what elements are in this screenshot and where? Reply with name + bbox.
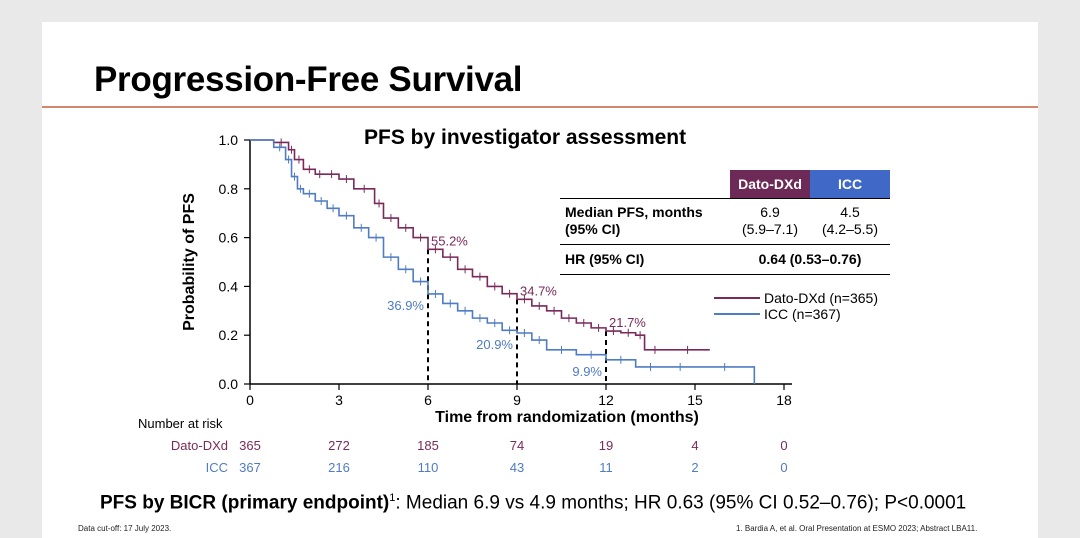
chart-title: PFS by investigator assessment [364, 126, 687, 149]
risk-value: 365 [239, 438, 261, 453]
y-tick-label: 0.2 [219, 327, 239, 343]
y-tick-label: 0.8 [219, 181, 239, 197]
slide: Progression-Free Survival PFS by investi… [42, 22, 1038, 538]
x-tick-label: 15 [687, 392, 703, 408]
risk-value: 11 [599, 460, 613, 475]
x-tick-label: 9 [513, 392, 521, 408]
km-curve-icc [250, 139, 756, 384]
y-tick-label: 1.0 [219, 132, 239, 148]
legend-label-dato: Dato-DXd (n=365) [764, 290, 879, 306]
reference-note: 1. Bardia A, et al. Oral Presentation at… [736, 524, 978, 533]
table-header-dato: Dato-DXd [730, 170, 810, 198]
risk-row-label-icc: ICC [205, 460, 228, 475]
risk-row-label-dato: Dato-DXd [170, 438, 228, 453]
risk-table-header: Number at risk [138, 416, 223, 431]
median-pfs-label: Median PFS, months (95% CI) [560, 197, 730, 245]
median-pfs-dato: 6.9 (5.9–7.1) [730, 197, 810, 245]
risk-value: 216 [328, 460, 350, 475]
median-pfs-icc: 4.5 (4.2–5.5) [810, 197, 890, 245]
risk-value: 0 [780, 438, 788, 453]
km-chart: 0.0 0.2 0.4 0.6 0.8 1.0 0 3 6 9 12 15 18 Time from ra… [181, 132, 792, 426]
data-label: 20.9% [476, 337, 513, 352]
data-label: 36.9% [387, 298, 424, 313]
x-tick-label: 18 [776, 392, 792, 408]
risk-value: 74 [509, 438, 525, 453]
bicr-summary: PFS by BICR (primary endpoint)1: Median … [100, 492, 967, 514]
y-axis-label: Probability of PFS [181, 193, 198, 331]
risk-value: 110 [417, 460, 439, 475]
y-tick-label: 0.0 [219, 376, 239, 392]
data-label: 55.2% [431, 233, 468, 248]
legend-swatch-icc [714, 313, 760, 315]
x-tick-label: 12 [598, 392, 614, 408]
risk-value: 272 [328, 438, 350, 453]
chart-legend: Dato-DXd (n=365) ICC (n=367) [714, 290, 878, 322]
risk-value: 19 [598, 438, 614, 453]
x-axis-label: Time from randomization (months) [435, 409, 699, 426]
risk-value: 4 [691, 438, 699, 453]
legend-label-icc: ICC (n=367) [764, 306, 841, 322]
risk-value: 0 [780, 460, 788, 475]
y-tick-label: 0.4 [219, 278, 239, 294]
y-tick-label: 0.6 [219, 230, 239, 246]
title-divider [42, 106, 1038, 108]
risk-value: 185 [417, 438, 439, 453]
hr-value: 0.64 (0.53–0.76) [730, 244, 890, 275]
data-label: 9.9% [572, 364, 602, 379]
data-cutoff-note: Data cut-off: 17 July 2023. [78, 524, 172, 533]
data-label: 21.7% [609, 315, 646, 330]
table-header-icc: ICC [810, 170, 890, 198]
x-tick-label: 3 [335, 392, 343, 408]
legend-item-icc: ICC (n=367) [714, 306, 878, 322]
x-tick-label: 6 [424, 392, 432, 408]
hr-label: HR (95% CI) [560, 244, 730, 275]
legend-item-dato: Dato-DXd (n=365) [714, 290, 878, 306]
legend-swatch-dato [714, 297, 760, 299]
risk-value: 367 [239, 460, 261, 475]
risk-value: 2 [691, 460, 699, 475]
slide-title: Progression-Free Survival [94, 60, 523, 99]
results-table: Dato-DXd ICC Median PFS, months (95% CI)… [560, 170, 890, 275]
x-tick-label: 0 [246, 392, 254, 408]
risk-value: 43 [509, 460, 525, 475]
data-label: 34.7% [520, 283, 557, 298]
